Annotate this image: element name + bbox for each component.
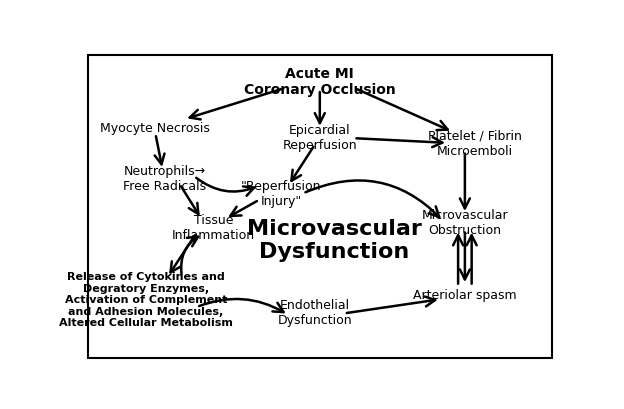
Text: Endothelial
Dysfunction: Endothelial Dysfunction <box>278 298 353 326</box>
Text: Platelet / Fibrin
Microemboli: Platelet / Fibrin Microemboli <box>427 130 522 157</box>
Text: Microvascular
Dysfunction: Microvascular Dysfunction <box>247 218 422 261</box>
Text: Release of Cytokines and
Degratory Enzymes,
Activation of Complement
and Adhesio: Release of Cytokines and Degratory Enzym… <box>59 271 233 328</box>
Text: Neutrophils→
Free Radicals: Neutrophils→ Free Radicals <box>124 164 207 192</box>
Text: Arteriolar spasm: Arteriolar spasm <box>413 288 517 301</box>
Text: Myocyte Necrosis: Myocyte Necrosis <box>100 121 210 134</box>
Text: Microvascular
Obstruction: Microvascular Obstruction <box>422 208 508 236</box>
Text: "Reperfusion
Injury": "Reperfusion Injury" <box>241 180 321 208</box>
Text: Tissue
Inflammation: Tissue Inflammation <box>172 213 255 241</box>
Text: Acute MI
Coronary Occlusion: Acute MI Coronary Occlusion <box>244 67 396 97</box>
Text: Epicardial
Reperfusion: Epicardial Reperfusion <box>283 123 357 151</box>
